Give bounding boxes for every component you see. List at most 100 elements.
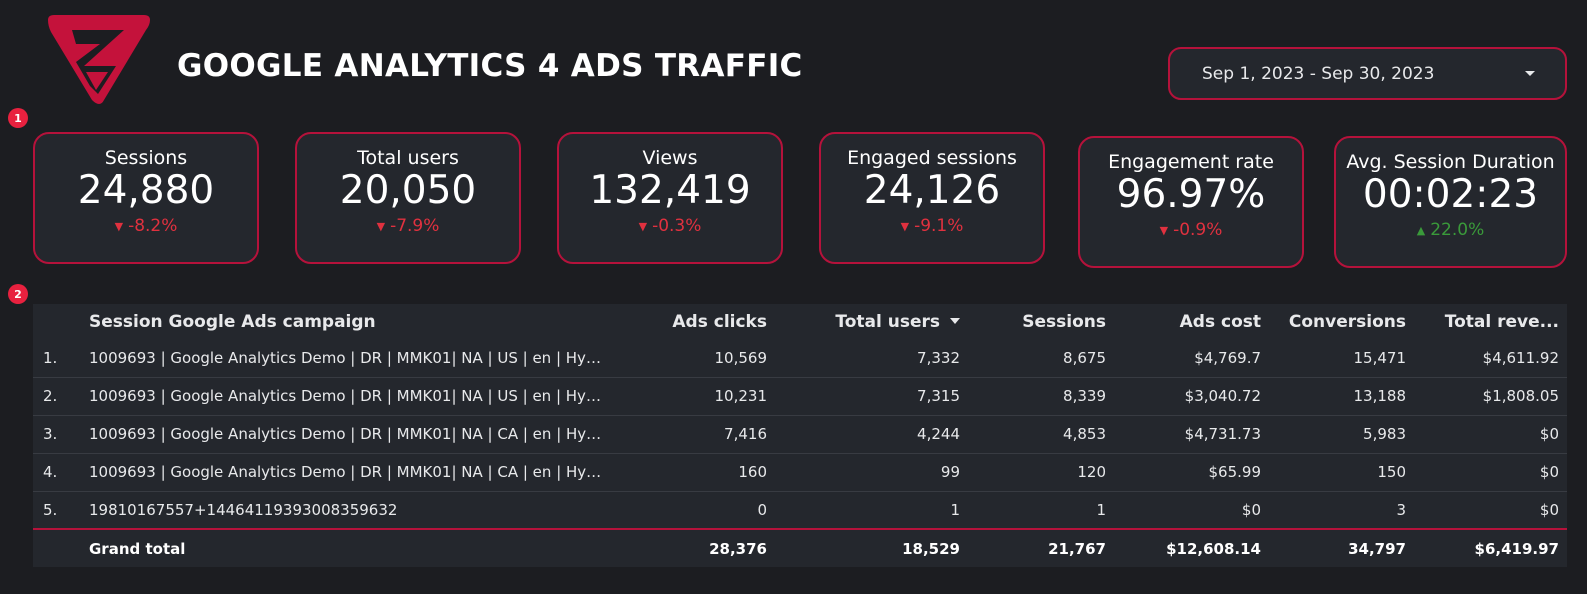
campaign-cell: 1009693 | Google Analytics Demo | DR | M… [81, 452, 612, 491]
kpi-label: Engagement rate [1108, 151, 1274, 173]
table-row[interactable]: 1. 1009693 | Google Analytics Demo | DR … [33, 339, 1567, 377]
column-header-campaign[interactable]: Session Google Ads campaign [89, 311, 376, 332]
total-ads-cost: $12,608.14 [1114, 528, 1269, 567]
kpi-delta-value: -0.9% [1173, 219, 1223, 240]
column-header-ads-cost[interactable]: Ads cost [1179, 311, 1261, 332]
kpi-delta: ▼ -8.2% [35, 216, 257, 236]
total-users-cell: 1 [775, 490, 968, 529]
sessions-cell: 4,853 [968, 414, 1114, 453]
table-row[interactable]: 5. 19810167557+14464119393008359632 0 1 … [33, 490, 1567, 529]
kpi-delta-value: -7.9% [390, 215, 440, 236]
ads-cost-cell: $0 [1114, 490, 1269, 529]
total-revenue-cell: $0 [1414, 452, 1567, 491]
kpi-delta-value: -0.3% [652, 215, 702, 236]
campaign-table: Session Google Ads campaign Ads clicks T… [33, 304, 1567, 567]
arrow-down-icon: ▼ [638, 219, 648, 233]
kpi-card-total-users: Total users 20,050 ▼ -7.9% [295, 132, 521, 264]
row-index: 2. [33, 376, 81, 415]
section-marker-1: 1 [8, 108, 28, 128]
campaign-cell: 1009693 | Google Analytics Demo | DR | M… [89, 348, 612, 367]
column-header-total-users[interactable]: Total users [775, 304, 968, 339]
kpi-value: 24,126 [863, 168, 1001, 213]
sessions-cell: 8,675 [1063, 348, 1106, 367]
date-range-value: Sep 1, 2023 - Sep 30, 2023 [1202, 63, 1435, 84]
ads-clicks-cell: 0 [612, 490, 775, 529]
conversions-cell: 15,471 [1353, 348, 1407, 367]
arrow-down-icon: ▼ [1159, 223, 1169, 237]
kpi-value: 20,050 [339, 168, 477, 213]
total-revenue-cell: $0 [1414, 490, 1567, 529]
row-index: 5. [33, 490, 81, 529]
total-conversions: 34,797 [1269, 528, 1414, 567]
kpi-card-views: Views 132,419 ▼ -0.3% [557, 132, 783, 264]
index-header [33, 304, 81, 339]
kpi-card-engaged-sessions: Engaged sessions 24,126 ▼ -9.1% [819, 132, 1045, 264]
ads-cost-cell: $4,731.73 [1114, 414, 1269, 453]
total-users-cell: 7,332 [917, 348, 960, 367]
kpi-label: Views [642, 147, 698, 169]
sessions-cell: 120 [968, 452, 1114, 491]
kpi-card-sessions: Sessions 24,880 ▼ -8.2% [33, 132, 259, 264]
total-users-cell: 99 [775, 452, 968, 491]
sessions-cell: 8,339 [968, 376, 1114, 415]
column-header-ads-clicks[interactable]: Ads clicks [672, 311, 767, 332]
ads-clicks-cell: 10,231 [612, 376, 775, 415]
column-header-total-revenue[interactable]: Total reve... [1444, 311, 1559, 332]
date-range-picker[interactable]: Sep 1, 2023 - Sep 30, 2023 [1168, 47, 1567, 100]
kpi-value: 00:02:23 [1362, 172, 1539, 217]
sort-desc-icon [950, 317, 960, 324]
column-header-sessions[interactable]: Sessions [1022, 311, 1106, 332]
ads-cost-cell: $65.99 [1114, 452, 1269, 491]
total-revenue-cell: $1,808.05 [1414, 376, 1567, 415]
kpi-label: Engaged sessions [847, 147, 1017, 169]
table-row[interactable]: 2. 1009693 | Google Analytics Demo | DR … [33, 376, 1567, 415]
table-row[interactable]: 3. 1009693 | Google Analytics Demo | DR … [33, 414, 1567, 453]
sessions-cell: 1 [968, 490, 1114, 529]
table-row[interactable]: 4. 1009693 | Google Analytics Demo | DR … [33, 452, 1567, 491]
kpi-delta: ▼ -7.9% [297, 216, 519, 236]
ads-clicks-cell: 10,569 [714, 348, 768, 367]
kpi-card-engagement-rate: Engagement rate 96.97% ▼ -0.9% [1078, 136, 1304, 268]
ads-clicks-cell: 160 [612, 452, 775, 491]
total-revenue-cell: $4,611.92 [1482, 348, 1559, 367]
grand-total-row: Grand total 28,376 18,529 21,767 $12,608… [33, 528, 1567, 567]
ads-cost-cell: $4,769.7 [1194, 348, 1261, 367]
kpi-delta-value: 22.0% [1430, 219, 1485, 240]
chevron-down-icon [1525, 71, 1535, 76]
total-revenue-cell: $0 [1414, 414, 1567, 453]
conversions-cell: 3 [1269, 490, 1414, 529]
conversions-cell: 5,983 [1269, 414, 1414, 453]
kpi-label: Sessions [104, 147, 188, 169]
total-ads-clicks: 28,376 [612, 528, 775, 567]
kpi-delta: ▲ 22.0% [1336, 220, 1565, 240]
conversions-cell: 13,188 [1269, 376, 1414, 415]
arrow-down-icon: ▼ [900, 219, 910, 233]
kpi-delta: ▼ -0.3% [559, 216, 781, 236]
total-users-cell: 7,315 [775, 376, 968, 415]
campaign-cell: 19810167557+14464119393008359632 [81, 490, 612, 529]
brand-logo-icon [48, 15, 150, 104]
ads-clicks-cell: 7,416 [612, 414, 775, 453]
row-index: 4. [33, 452, 81, 491]
campaign-cell: 1009693 | Google Analytics Demo | DR | M… [81, 414, 612, 453]
kpi-delta: ▼ -9.1% [821, 216, 1043, 236]
arrow-up-icon: ▲ [1416, 223, 1426, 237]
kpi-delta: ▼ -0.9% [1080, 220, 1302, 240]
kpi-label: Total users [357, 147, 459, 169]
kpi-delta-value: -8.2% [128, 215, 178, 236]
kpi-label: Avg. Session Duration [1346, 151, 1555, 173]
ads-cost-cell: $3,040.72 [1114, 376, 1269, 415]
table-header-row: Session Google Ads campaign Ads clicks T… [33, 304, 1567, 339]
section-marker-2: 2 [8, 284, 28, 304]
row-index: 3. [33, 414, 81, 453]
arrow-down-icon: ▼ [114, 219, 124, 233]
kpi-value: 96.97% [1116, 172, 1266, 217]
total-users-cell: 4,244 [775, 414, 968, 453]
grand-total-label: Grand total [81, 528, 612, 567]
page-title: GOOGLE ANALYTICS 4 ADS TRAFFIC [177, 48, 803, 84]
column-header-conversions[interactable]: Conversions [1288, 311, 1406, 332]
kpi-card-avg-session-duration: Avg. Session Duration 00:02:23 ▲ 22.0% [1334, 136, 1567, 268]
campaign-cell: 1009693 | Google Analytics Demo | DR | M… [81, 376, 612, 415]
column-header-label: Total users [835, 311, 940, 332]
row-index: 1. [43, 348, 58, 367]
